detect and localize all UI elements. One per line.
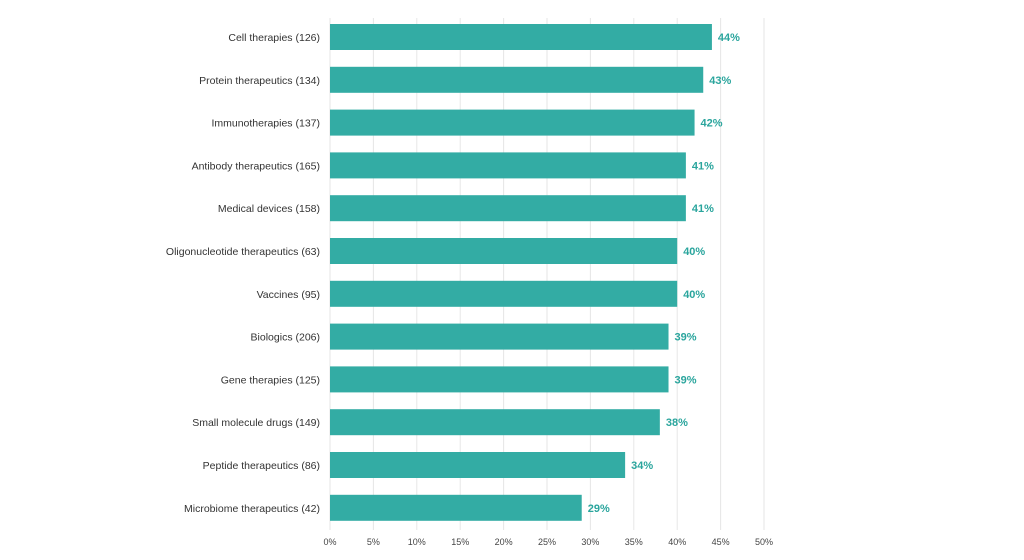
- category-label: Protein therapeutics (134): [199, 75, 320, 87]
- bar: [330, 452, 626, 478]
- x-tick-label: 20%: [495, 537, 513, 547]
- bar: [330, 494, 582, 521]
- bar-value-label: 29%: [588, 503, 610, 515]
- bar-value-label: 34%: [631, 460, 653, 472]
- x-tick-label: 40%: [668, 537, 686, 547]
- category-label: Biologics (206): [251, 332, 320, 344]
- category-labels: Cell therapies (126) Protein therapeutics…: [166, 32, 320, 515]
- category-label: Microbiome therapeutics (42): [184, 503, 320, 515]
- bar-value-label: 41%: [692, 160, 714, 172]
- x-tick-label: 30%: [581, 537, 599, 547]
- bar-value-label: 39%: [675, 374, 697, 386]
- bars: [330, 24, 712, 521]
- bar: [330, 195, 686, 222]
- x-tick-label: 15%: [451, 537, 469, 547]
- x-tick-label: 45%: [712, 537, 730, 547]
- x-tick-label: 0%: [323, 537, 336, 547]
- x-tick-label: 25%: [538, 537, 556, 547]
- grid-lines: [329, 18, 765, 530]
- value-labels: 44% 43% 42% 41% 41% 40% 40% 39% 39% 38% 34% 29%: [588, 32, 740, 515]
- bar-value-label: 40%: [683, 246, 705, 258]
- bar: [330, 238, 678, 264]
- bar: [330, 280, 678, 307]
- category-label: Immunotherapies (137): [211, 118, 320, 130]
- x-tick-label: 35%: [625, 537, 643, 547]
- bar: [330, 152, 686, 179]
- bar: [330, 24, 712, 50]
- bar: [330, 366, 669, 393]
- category-label: Peptide therapeutics (86): [203, 460, 320, 472]
- bar-value-label: 39%: [675, 332, 697, 344]
- category-label: Medical devices (158): [218, 203, 320, 215]
- bar-value-label: 38%: [666, 417, 688, 429]
- category-label: Oligonucleotide therapeutics (63): [166, 246, 320, 258]
- bar: [330, 109, 695, 136]
- bar: [330, 409, 660, 436]
- category-label: Small molecule drugs (149): [192, 417, 320, 429]
- bar: [330, 66, 704, 93]
- bar-value-label: 43%: [709, 75, 731, 87]
- x-axis-ticks: 0% 5% 10% 15% 20% 25% 30% 35% 40% 45% 50%: [323, 537, 773, 547]
- category-label: Cell therapies (126): [228, 32, 320, 44]
- x-tick-label: 10%: [408, 537, 426, 547]
- bar-value-label: 40%: [683, 289, 705, 301]
- x-tick-label: 50%: [755, 537, 773, 547]
- category-label: Vaccines (95): [257, 289, 320, 301]
- x-tick-label: 5%: [367, 537, 380, 547]
- bar-value-label: 41%: [692, 203, 714, 215]
- bar-value-label: 42%: [701, 118, 723, 130]
- bar-value-label: 44%: [718, 32, 740, 44]
- category-label: Antibody therapeutics (165): [192, 160, 320, 172]
- category-label: Gene therapies (125): [221, 374, 320, 386]
- bar: [330, 323, 669, 350]
